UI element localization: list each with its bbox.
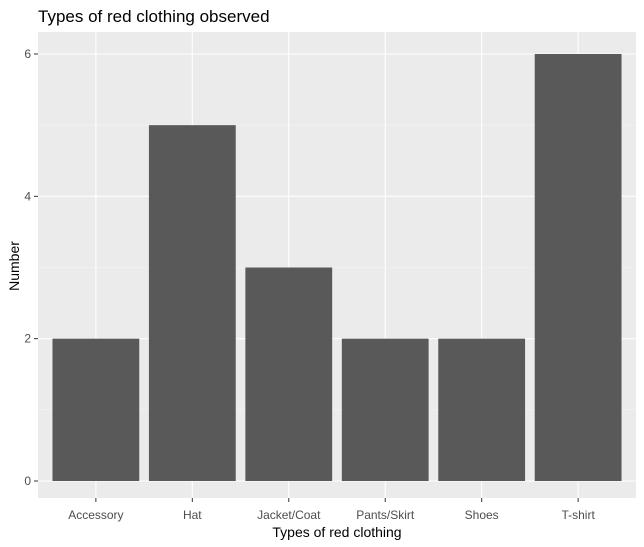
bars xyxy=(52,54,622,482)
x-tick-label: Accessory xyxy=(68,508,123,522)
bar-shoes xyxy=(438,338,526,481)
y-tick-label: 4 xyxy=(24,189,31,203)
bar-t-shirt xyxy=(534,54,622,481)
bar-hat xyxy=(148,125,236,482)
x-tick-label: Hat xyxy=(183,508,202,522)
bar-accessory xyxy=(52,338,140,481)
y-tick-label: 6 xyxy=(24,47,31,61)
x-axis: Accessory Hat Jacket/Coat Pants/Skirt Shoes T… xyxy=(68,498,595,522)
x-tick-label: Shoes xyxy=(465,508,499,522)
y-tick-label: 2 xyxy=(24,332,31,346)
bar-pants-skirt xyxy=(341,338,429,481)
chart-title: Types of red clothing observed xyxy=(38,7,270,26)
x-axis-title: Types of red clothing xyxy=(272,524,401,540)
x-tick-label: Jacket/Coat xyxy=(257,508,321,522)
bar-jacket-coat xyxy=(245,267,333,481)
y-tick-label: 0 xyxy=(24,474,31,488)
y-axis: 0 2 4 6 xyxy=(24,47,38,488)
x-tick-label: Pants/Skirt xyxy=(356,508,415,522)
y-axis-title: Number xyxy=(6,241,22,291)
x-tick-label: T-shirt xyxy=(561,508,595,522)
